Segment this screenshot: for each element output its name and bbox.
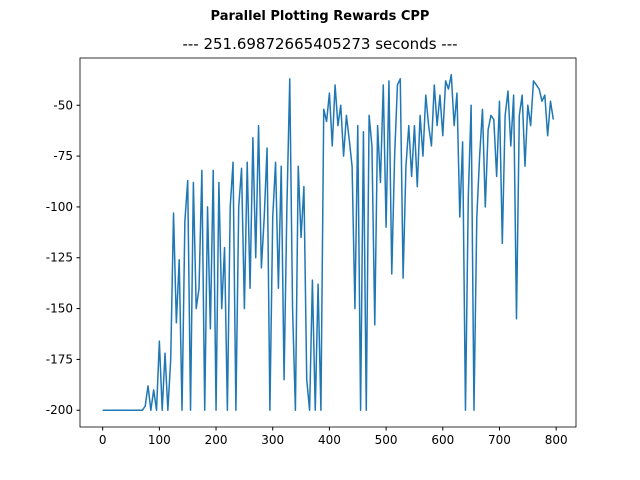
y-tick-label: -125: [46, 251, 73, 265]
y-tick-label: -200: [46, 403, 73, 417]
x-tick-label: 100: [148, 433, 171, 447]
x-tick-label: 800: [545, 433, 568, 447]
chart-title: Parallel Plotting Rewards CPP: [211, 9, 430, 24]
x-tick-label: 0: [99, 433, 107, 447]
x-tick-label: 400: [318, 433, 341, 447]
y-tick-label: -100: [46, 200, 73, 214]
x-tick-label: 200: [205, 433, 228, 447]
y-tick-label: -150: [46, 302, 73, 316]
y-tick-label: -175: [46, 352, 73, 366]
chart-subtitle: --- 251.69872665405273 seconds ---: [182, 35, 457, 53]
x-tick-label: 700: [488, 433, 511, 447]
y-tick-label: -75: [53, 149, 73, 163]
x-tick-label: 600: [431, 433, 454, 447]
y-tick-label: -50: [53, 98, 73, 112]
data-line: [102, 74, 555, 411]
x-tick-label: 500: [375, 433, 398, 447]
x-tick-label: 300: [261, 433, 284, 447]
plot-frame: [79, 57, 577, 428]
